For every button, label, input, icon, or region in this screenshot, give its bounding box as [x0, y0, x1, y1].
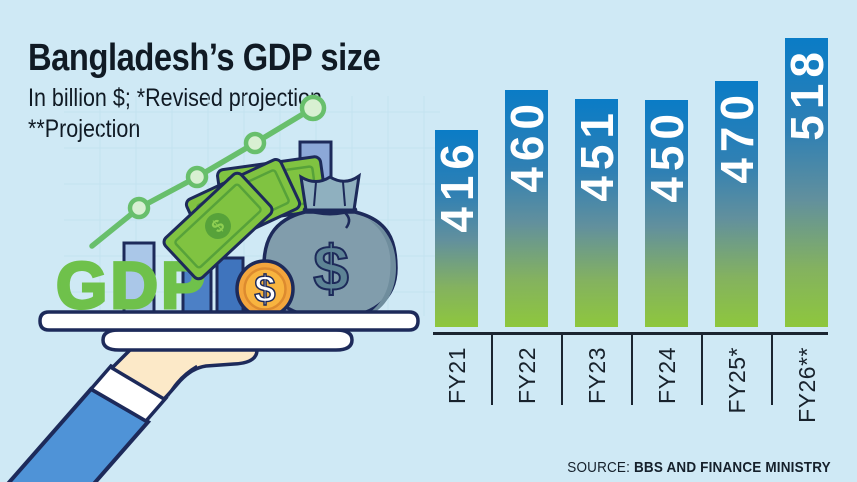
source-text: BBS AND FINANCE MINISTRY	[634, 459, 831, 476]
x-label-FY24: FY24	[653, 347, 680, 404]
bar-value-FY23: 451	[570, 106, 623, 202]
bar-value-FY25*: 470	[710, 89, 763, 185]
money-bag-icon: $	[262, 172, 398, 321]
x-label-FY23: FY23	[583, 347, 610, 404]
trend-line-icon	[89, 94, 327, 249]
coin-icon: $	[235, 259, 295, 319]
bar-FY22	[505, 90, 548, 327]
bar-value-FY21: 416	[430, 138, 483, 234]
bar-FY21	[435, 130, 478, 327]
subtitle-line-2: **Projection	[28, 115, 141, 143]
chart-subtitle: In billion $; *Revised projection **Proj…	[28, 83, 322, 145]
banknote-icon: $ $ $	[162, 155, 328, 281]
coin-dollar-text: $	[254, 269, 275, 311]
bag-dollar-text: $	[313, 232, 349, 304]
bar-FY23	[575, 98, 618, 327]
subtitle-line-1: In billion $; *Revised projection	[28, 84, 322, 112]
axis-tick	[770, 333, 773, 405]
tray	[38, 310, 420, 352]
bar-value-FY24: 450	[640, 107, 693, 203]
page-title: Bangladesh’s GDP size	[28, 37, 381, 80]
axis-tick	[490, 333, 493, 405]
axis-tick	[630, 333, 633, 405]
bar-FY26**	[785, 37, 828, 327]
source-prefix: SOURCE:	[567, 459, 631, 476]
x-label-FY25*: FY25*	[723, 347, 750, 414]
bar-value-FY26**: 518	[780, 45, 833, 141]
bar-FY25*	[715, 81, 758, 327]
x-label-FY21: FY21	[443, 347, 470, 404]
x-label-FY26**: FY26**	[793, 347, 820, 423]
bar-value-FY22: 460	[500, 98, 553, 194]
axis-tick	[560, 333, 563, 405]
source-note: SOURCE: BBS AND FINANCE MINISTRY	[567, 459, 831, 476]
axis-tick	[700, 333, 703, 405]
bar-FY24	[645, 99, 688, 327]
x-label-FY22: FY22	[513, 347, 540, 404]
gdp-illustration: GDP $ $ $	[6, 94, 440, 482]
